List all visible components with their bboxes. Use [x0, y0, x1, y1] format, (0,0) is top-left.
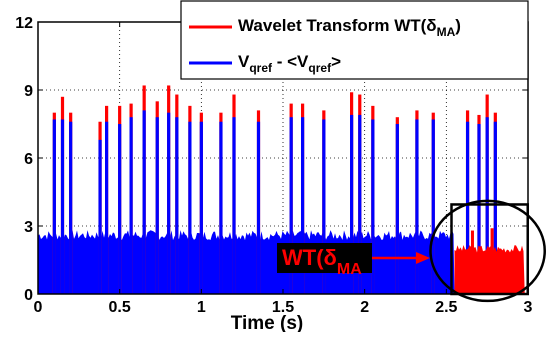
x-tick-label: 1.5 [272, 299, 294, 316]
bar-voltage [167, 112, 171, 295]
inset-area [454, 245, 525, 294]
bar-voltage [322, 119, 326, 294]
bar-voltage [371, 119, 375, 294]
bar-voltage [118, 124, 122, 294]
y-tick-label: 6 [24, 151, 33, 168]
bar-voltage [493, 121, 497, 294]
x-tick-label: 0 [34, 299, 43, 316]
x-axis-label: Time (s) [231, 313, 304, 332]
bar-voltage [199, 121, 203, 294]
bar-voltage [301, 117, 305, 294]
y-tick-label: 0 [24, 287, 33, 304]
legend-box [180, 0, 529, 80]
bar-voltage [52, 119, 56, 294]
y-tick-label: 3 [24, 219, 33, 236]
annotation-label: WT(δMA [282, 245, 362, 278]
legend-label-voltage: Vqref - <Vqref> [238, 52, 341, 75]
bar-voltage [477, 124, 481, 294]
spike-bars [52, 85, 497, 295]
bar-voltage [219, 121, 223, 294]
bar-voltage [105, 121, 109, 294]
inset-peak [490, 228, 494, 294]
legend-label-wavelet: Wavelet Transform WT(δMA) [238, 16, 461, 39]
y-tick-label: 12 [15, 15, 33, 32]
x-tick-label: 0.5 [109, 299, 131, 316]
bar-voltage [142, 110, 146, 295]
bar-voltage [350, 114, 354, 294]
bar-voltage [415, 119, 419, 294]
y-tick-label: 9 [24, 83, 33, 100]
x-tick-label: 1 [197, 299, 206, 316]
legend: Wavelet Transform WT(δMA) Vqref - <Vqref> [180, 0, 529, 80]
x-tick-label: 2 [360, 299, 369, 316]
bar-voltage [98, 139, 102, 294]
bar-voltage [188, 121, 192, 294]
annotation-arrowhead [416, 252, 430, 264]
bar-voltage [465, 121, 470, 294]
bar-voltage [395, 124, 399, 294]
bar-voltage [358, 114, 362, 294]
bar-voltage [431, 119, 435, 294]
bar-voltage [256, 121, 261, 294]
bar-voltage [289, 117, 293, 294]
bar-voltage [69, 121, 73, 294]
inset-peak [470, 230, 474, 294]
bar-voltage [175, 117, 179, 294]
bar-voltage [232, 117, 236, 294]
bar-voltage [129, 117, 133, 294]
inset-ellipse [429, 199, 546, 303]
bar-voltage [60, 119, 65, 294]
bar-voltage [155, 117, 159, 294]
annotation-box [277, 243, 372, 273]
x-tick-label: 2.5 [435, 299, 457, 316]
annotation: WT(δMA [277, 243, 430, 278]
x-tick-label: 3 [524, 299, 533, 316]
